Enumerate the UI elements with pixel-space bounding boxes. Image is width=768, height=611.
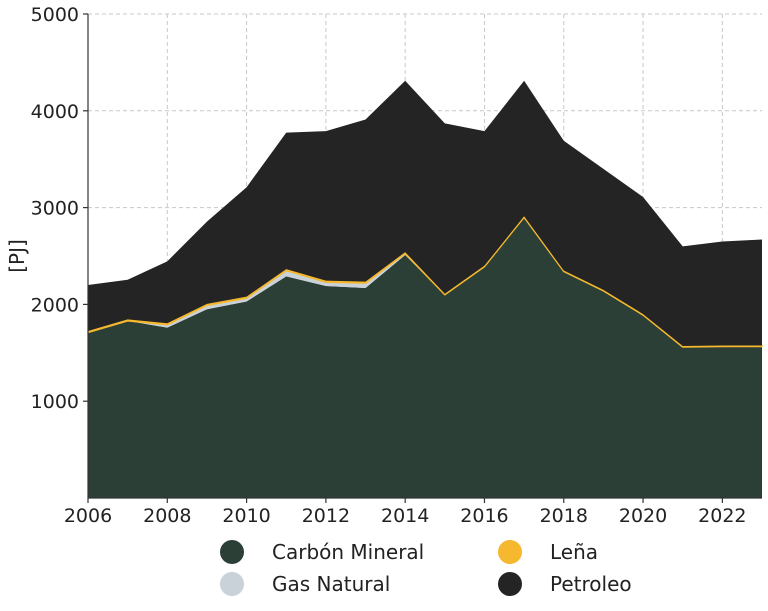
x-tick-label: 2008: [143, 505, 191, 527]
x-tick-label: 2018: [540, 505, 588, 527]
y-axis-label: [PJ]: [5, 239, 29, 273]
y-tick-label: 5000: [31, 4, 79, 26]
series-areas: [87, 80, 763, 498]
legend-label: Leña: [550, 540, 598, 564]
legend-item-gas-natural: Gas Natural: [220, 572, 390, 596]
x-tick-label: 2012: [302, 505, 350, 527]
x-tick-label: 2014: [381, 505, 429, 527]
legend-marker: [498, 540, 522, 564]
x-tick-label: 2022: [698, 505, 746, 527]
x-tick-label: 2010: [222, 505, 270, 527]
legend-marker: [220, 540, 244, 564]
y-tick-label: 4000: [31, 101, 79, 123]
legend-label: Gas Natural: [272, 572, 390, 596]
axes: [83, 13, 762, 503]
x-tick-label: 2016: [460, 505, 508, 527]
legend-item-carbon-mineral: Carbón Mineral: [220, 540, 424, 564]
legend-label: Carbón Mineral: [272, 540, 424, 564]
legend: Carbón Mineral Gas Natural Leña Petroleo: [220, 540, 632, 596]
area-carbon-mineral: [88, 217, 762, 498]
x-tick-label: 2020: [619, 505, 667, 527]
legend-label: Petroleo: [550, 572, 632, 596]
tick-labels: 1000 2000 3000 4000 5000 2006 2008 2010 2012 2014…: [31, 4, 747, 527]
y-tick-label: 3000: [31, 198, 79, 220]
legend-marker: [498, 572, 522, 596]
legend-marker: [220, 572, 244, 596]
y-tick-label: 1000: [31, 391, 79, 413]
legend-item-lena: Leña: [498, 540, 598, 564]
legend-item-petroleo: Petroleo: [498, 572, 632, 596]
y-tick-label: 2000: [31, 294, 79, 316]
x-tick-label: 2006: [64, 505, 112, 527]
area-petroleo: [88, 80, 762, 347]
